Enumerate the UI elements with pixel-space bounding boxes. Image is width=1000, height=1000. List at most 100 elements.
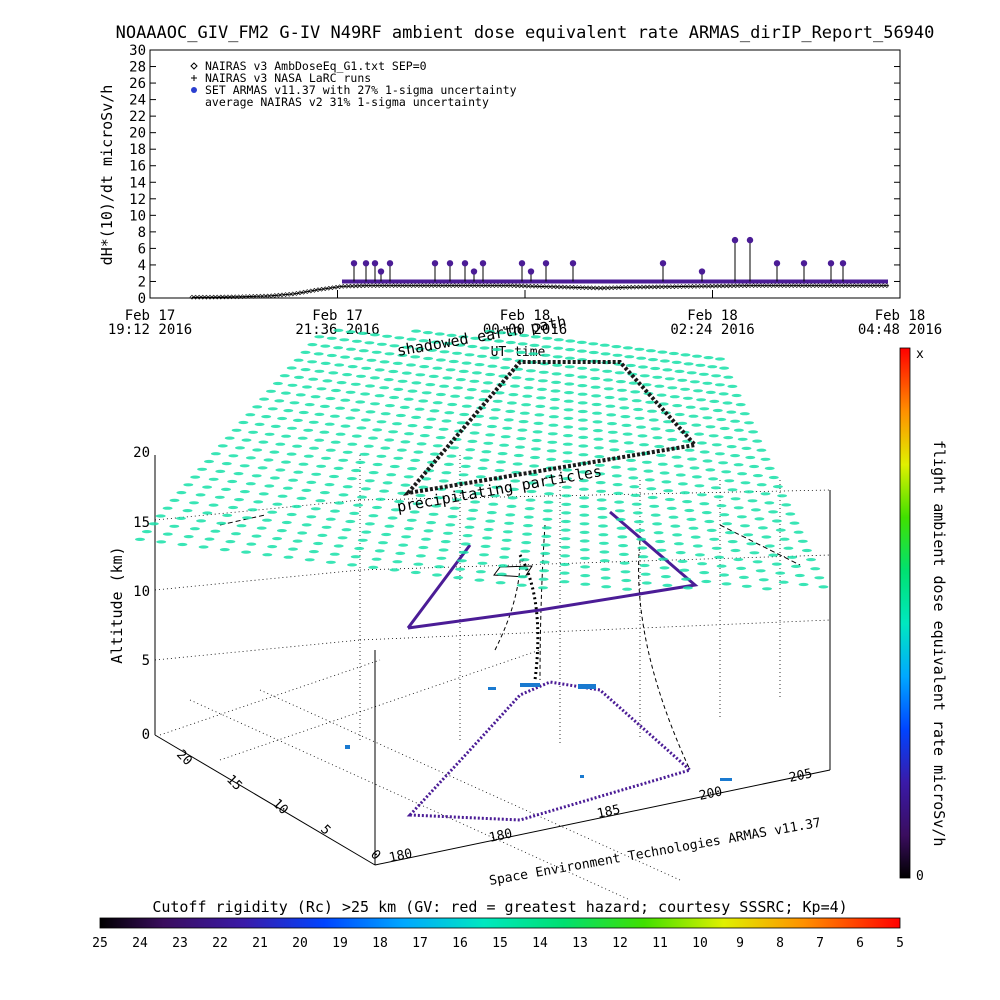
sheet-marker bbox=[578, 453, 589, 457]
sheet-marker bbox=[504, 521, 515, 525]
sheet-marker bbox=[664, 497, 675, 502]
nairas-point bbox=[574, 285, 580, 290]
nairas-point bbox=[700, 283, 706, 289]
sheet-marker bbox=[345, 416, 356, 420]
sheet-marker bbox=[621, 578, 632, 583]
nairas-point bbox=[502, 283, 508, 289]
sheet-marker bbox=[135, 537, 145, 542]
sheet-marker bbox=[736, 515, 747, 519]
sheet-marker bbox=[388, 369, 399, 374]
sheet-marker bbox=[340, 355, 351, 359]
nairas-point bbox=[787, 283, 793, 289]
nairas-point bbox=[481, 283, 487, 289]
sheet-marker bbox=[494, 391, 505, 395]
sheet-marker bbox=[415, 554, 426, 558]
sheet-marker bbox=[409, 510, 420, 514]
sheet-marker bbox=[319, 404, 330, 408]
sheet-marker bbox=[228, 454, 239, 458]
sheet-marker bbox=[351, 468, 362, 473]
sheet-marker bbox=[333, 466, 344, 470]
x-tick-label: 19:12 2016 bbox=[108, 322, 192, 338]
sheet-marker bbox=[537, 387, 547, 391]
x-tick-label: Feb 18 bbox=[500, 308, 551, 324]
nairas-point bbox=[203, 294, 209, 300]
sheet-marker bbox=[577, 409, 588, 414]
sheet-marker bbox=[380, 412, 391, 416]
sheet-marker bbox=[228, 505, 239, 510]
sheet-marker bbox=[241, 550, 252, 554]
sheet-marker bbox=[413, 450, 424, 454]
y-tick: 20 bbox=[173, 747, 195, 769]
sheet-marker bbox=[746, 542, 757, 546]
sheet-marker bbox=[508, 393, 519, 397]
sheet-marker bbox=[364, 522, 375, 526]
sheet-marker bbox=[287, 383, 298, 387]
nairas-point bbox=[520, 283, 526, 289]
sheet-marker bbox=[366, 358, 377, 362]
armas-peak-point bbox=[542, 260, 550, 267]
sheet-marker bbox=[340, 398, 351, 402]
sheet-marker bbox=[227, 479, 238, 484]
sheet-marker bbox=[650, 513, 661, 517]
sheet-marker bbox=[744, 490, 754, 494]
sheet-marker bbox=[351, 339, 362, 343]
sheet-marker bbox=[599, 343, 610, 347]
sheet-marker bbox=[768, 553, 779, 557]
sheet-marker bbox=[432, 401, 443, 405]
y-tick-label: 2 bbox=[138, 274, 146, 290]
nairas-point bbox=[455, 283, 461, 289]
sheet-marker bbox=[689, 380, 700, 384]
sheet-marker bbox=[148, 522, 159, 526]
sheet-marker bbox=[592, 411, 602, 415]
sheet-marker bbox=[701, 579, 712, 584]
sheet-marker bbox=[280, 391, 291, 395]
sheet-marker bbox=[696, 398, 707, 402]
sheet-marker bbox=[392, 560, 403, 564]
nairas-point bbox=[859, 283, 865, 289]
sheet-marker bbox=[683, 362, 694, 366]
series-layer bbox=[189, 236, 890, 300]
sheet-marker bbox=[562, 468, 573, 472]
sheet-marker bbox=[612, 353, 623, 357]
sheet-marker bbox=[702, 459, 713, 463]
sheet-marker bbox=[428, 512, 439, 516]
nairas-point bbox=[592, 285, 598, 291]
sheet-marker bbox=[182, 509, 193, 513]
nairas-point bbox=[819, 283, 825, 289]
nairas-point bbox=[488, 283, 494, 289]
sheet-marker bbox=[561, 502, 572, 506]
sheet-marker bbox=[334, 363, 345, 367]
sheet-marker bbox=[733, 463, 744, 467]
nairas-point bbox=[563, 284, 569, 290]
sheet-marker bbox=[392, 422, 402, 426]
nairas-point bbox=[445, 283, 451, 289]
sheet-marker bbox=[445, 368, 456, 372]
sheet-marker bbox=[387, 516, 398, 520]
sheet-marker bbox=[441, 419, 452, 423]
sheet-marker bbox=[528, 352, 539, 356]
sheet-marker bbox=[618, 544, 629, 548]
sheet-marker bbox=[750, 508, 761, 512]
sheet-marker bbox=[540, 543, 551, 547]
armas-peak-point bbox=[350, 260, 358, 267]
sheet-marker bbox=[325, 517, 336, 521]
sheet-marker bbox=[677, 378, 688, 382]
sheet-marker bbox=[756, 448, 767, 452]
sheet-marker bbox=[516, 350, 527, 354]
nairas-point bbox=[538, 284, 544, 289]
sheet-marker bbox=[414, 347, 425, 351]
y-tick-label: 4 bbox=[138, 258, 146, 274]
sheet-marker bbox=[475, 475, 486, 479]
sheet-marker bbox=[410, 570, 421, 575]
sheet-marker bbox=[279, 374, 290, 378]
sheet-marker bbox=[672, 404, 683, 408]
map-3d-plot: 0 5 10 15 20 Altitude (km) 20 15 10 5 0 … bbox=[108, 312, 831, 901]
sheet-marker bbox=[489, 494, 500, 498]
sheet-marker bbox=[455, 378, 466, 382]
y-tick-label: 20 bbox=[129, 126, 146, 142]
armas-peak-point bbox=[839, 260, 847, 267]
sheet-marker bbox=[806, 558, 816, 562]
sheet-marker bbox=[589, 368, 600, 372]
sheet-marker bbox=[716, 417, 727, 422]
armas-peak-point bbox=[371, 260, 379, 267]
